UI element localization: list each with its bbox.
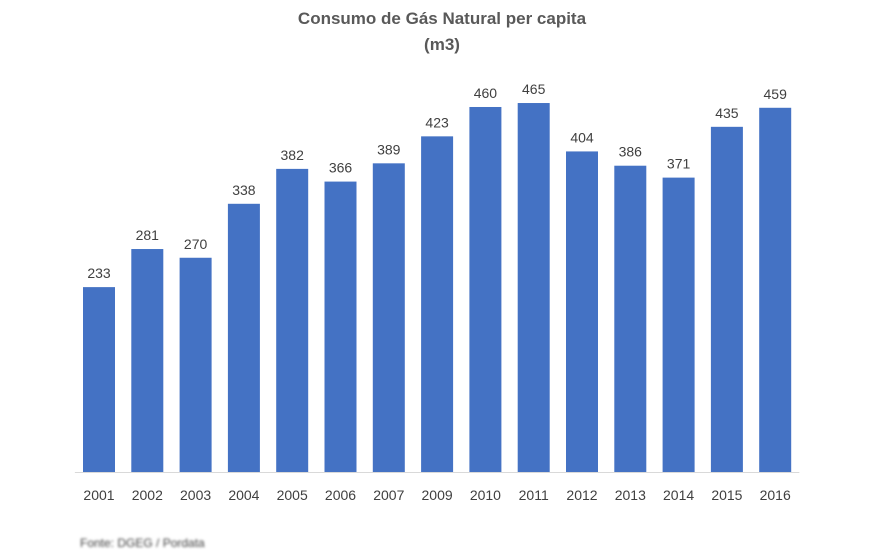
bar-2010	[469, 106, 502, 473]
bar-2013	[614, 165, 647, 473]
tick-label-2009: 2009	[422, 487, 453, 503]
tick-label-2005: 2005	[277, 487, 308, 503]
tick-labels-group: 2001 2002 2003 2004 2005 2006 2007 2009 2010 2011…	[83, 487, 791, 503]
bar-2011	[517, 103, 550, 473]
value-label-2016: 459	[764, 86, 788, 102]
bar-2004	[227, 203, 260, 472]
tick-label-2003: 2003	[180, 487, 211, 503]
value-label-2006: 366	[329, 160, 353, 176]
value-label-2003: 270	[184, 236, 208, 252]
tick-label-2015: 2015	[711, 487, 742, 503]
tick-label-2016: 2016	[760, 487, 791, 503]
value-label-2014: 371	[667, 156, 691, 172]
value-label-2002: 281	[136, 227, 160, 243]
value-label-2012: 404	[570, 129, 594, 145]
tick-label-2004: 2004	[228, 487, 259, 503]
bar-2016	[759, 107, 792, 472]
value-label-2015: 435	[715, 105, 739, 121]
bar-2003	[179, 257, 212, 472]
tick-label-2002: 2002	[132, 487, 163, 503]
bars-group	[83, 103, 792, 473]
bar-2006	[324, 181, 357, 473]
value-label-2005: 382	[281, 147, 305, 163]
tick-label-2010: 2010	[470, 487, 501, 503]
value-label-2009: 423	[425, 114, 449, 130]
chart-subtitle: (m3)	[424, 35, 460, 54]
tick-label-2013: 2013	[615, 487, 646, 503]
source-note: Fonte: DGEG / Pordata	[80, 536, 205, 550]
value-labels-group: 233 281 270 338 382 366 389 423 460 465 404 386 371 4…	[87, 81, 787, 281]
tick-label-2014: 2014	[663, 487, 694, 503]
bar-2002	[131, 249, 164, 472]
value-label-2010: 460	[474, 85, 498, 101]
value-label-2001: 233	[87, 265, 111, 281]
bar-2012	[566, 151, 598, 472]
value-label-2013: 386	[619, 144, 643, 160]
tick-label-2007: 2007	[373, 487, 404, 503]
tick-label-2006: 2006	[325, 487, 356, 503]
bar-2009	[421, 136, 454, 473]
tick-label-2011: 2011	[519, 487, 549, 503]
chart-title: Consumo de Gás Natural per capita	[297, 9, 587, 28]
bar-2001	[83, 287, 115, 472]
bar-2015	[710, 126, 743, 472]
value-label-2007: 389	[377, 141, 401, 157]
tick-label-2012: 2012	[566, 487, 597, 503]
value-label-2011: 465	[522, 81, 546, 97]
bar-2005	[276, 168, 309, 472]
bar-2014	[662, 177, 695, 472]
value-label-2004: 338	[232, 182, 256, 198]
tick-label-2001: 2001	[83, 487, 114, 503]
bar-2007	[372, 163, 405, 473]
